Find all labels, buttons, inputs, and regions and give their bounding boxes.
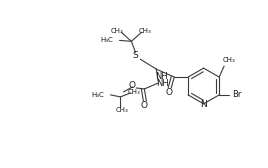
Text: S: S	[133, 51, 138, 60]
Text: H₃C: H₃C	[101, 37, 114, 43]
Text: NH: NH	[155, 72, 168, 81]
Text: CH₃: CH₃	[223, 57, 236, 63]
Text: Br: Br	[232, 90, 242, 99]
Text: NH: NH	[156, 78, 169, 88]
Text: H₃C: H₃C	[92, 92, 105, 98]
Text: O: O	[166, 88, 173, 97]
Text: O: O	[129, 81, 136, 91]
Text: CH₃: CH₃	[111, 28, 124, 34]
Text: CH₃: CH₃	[116, 107, 129, 113]
Text: CH₃: CH₃	[139, 28, 152, 34]
Text: O: O	[141, 101, 148, 110]
Text: N: N	[200, 100, 207, 109]
Text: CH₃: CH₃	[128, 89, 141, 95]
